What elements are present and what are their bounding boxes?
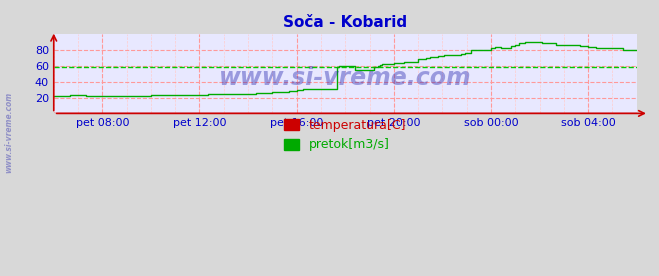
Legend: temperatura[C], pretok[m3/s]: temperatura[C], pretok[m3/s] — [279, 114, 411, 156]
Text: www.si-vreme.com: www.si-vreme.com — [219, 66, 472, 90]
Title: Soča - Kobarid: Soča - Kobarid — [283, 15, 407, 30]
Text: www.si-vreme.com: www.si-vreme.com — [4, 92, 13, 173]
